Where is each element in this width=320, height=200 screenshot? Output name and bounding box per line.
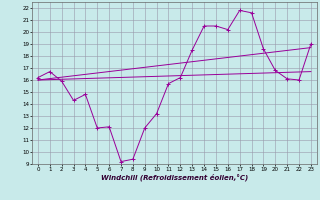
X-axis label: Windchill (Refroidissement éolien,°C): Windchill (Refroidissement éolien,°C) (101, 173, 248, 181)
